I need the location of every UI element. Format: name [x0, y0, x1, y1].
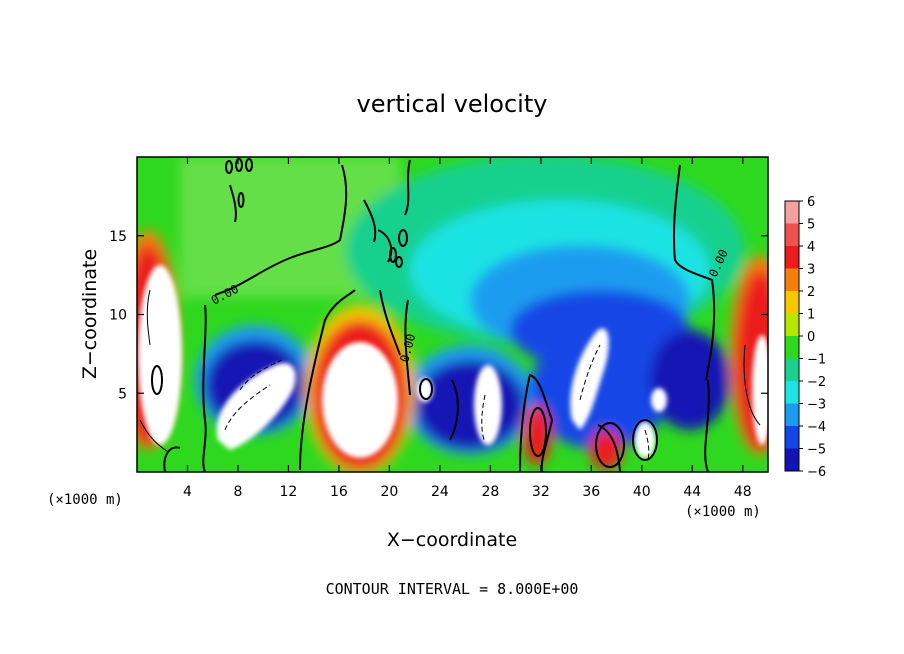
chart-title: vertical velocity [357, 90, 548, 118]
y-tick-label: 5 [118, 386, 127, 402]
colorbar-label: 4 [807, 240, 815, 255]
colorbar: 6 5 4 3 2 1 0 −1 −2 −3 −4 −5 −6 [784, 195, 826, 480]
x-tick-label: 20 [380, 484, 398, 500]
colorbar-label: 3 [807, 263, 815, 278]
x-tick-label: 40 [633, 484, 651, 500]
x-tick-label: 48 [734, 484, 752, 500]
x-tick-label: 16 [330, 484, 348, 500]
colorbar-swatch [785, 268, 799, 292]
y-axis: 5 10 15 [109, 229, 768, 402]
x-axis-title: X−coordinate [387, 529, 517, 551]
x-unit-label-left: (×1000 m) [47, 492, 123, 508]
x-tick-label: 28 [481, 484, 499, 500]
heatmap-field [137, 157, 768, 472]
x-axis: 4 8 12 16 20 24 28 32 36 40 44 48 [183, 157, 752, 500]
colorbar-label: −4 [807, 420, 826, 435]
contour-interval-note: CONTOUR INTERVAL = 8.000E+00 [326, 580, 579, 598]
colorbar-label: 5 [807, 218, 815, 233]
colorbar-label: −2 [807, 375, 826, 390]
colorbar-label: 0 [807, 330, 815, 345]
colorbar-swatch [785, 426, 799, 449]
x-tick-label: 12 [280, 484, 298, 500]
colorbar-label: 6 [807, 195, 815, 210]
colorbar-label: −5 [807, 443, 826, 458]
colorbar-swatch [785, 201, 799, 224]
x-tick-label: 4 [183, 484, 192, 500]
x-tick-label: 24 [431, 484, 449, 500]
y-tick-label: 15 [109, 229, 127, 245]
colorbar-swatch [785, 448, 799, 472]
colorbar-label: 1 [807, 308, 815, 323]
colorbar-swatch [785, 246, 799, 269]
colorbar-swatch [785, 313, 799, 337]
colorbar-swatch [785, 223, 799, 247]
colorbar-swatch [785, 358, 799, 382]
y-tick-label: 10 [109, 308, 127, 324]
colorbar-label: 2 [807, 285, 815, 300]
colorbar-label: −1 [807, 353, 826, 368]
colorbar-swatch [785, 403, 799, 427]
colorbar-label: −3 [807, 398, 826, 413]
colorbar-swatch [785, 336, 799, 359]
x-tick-label: 32 [532, 484, 550, 500]
x-unit-label-right: (×1000 m) [685, 504, 761, 520]
colorbar-swatch [785, 291, 799, 314]
contour-lines [139, 158, 761, 472]
colorbar-label: −6 [807, 465, 826, 480]
y-axis-title: Z−coordinate [79, 249, 101, 379]
x-tick-label: 36 [582, 484, 600, 500]
colorbar-swatch [785, 381, 799, 404]
x-tick-label: 44 [683, 484, 701, 500]
x-tick-label: 8 [233, 484, 242, 500]
